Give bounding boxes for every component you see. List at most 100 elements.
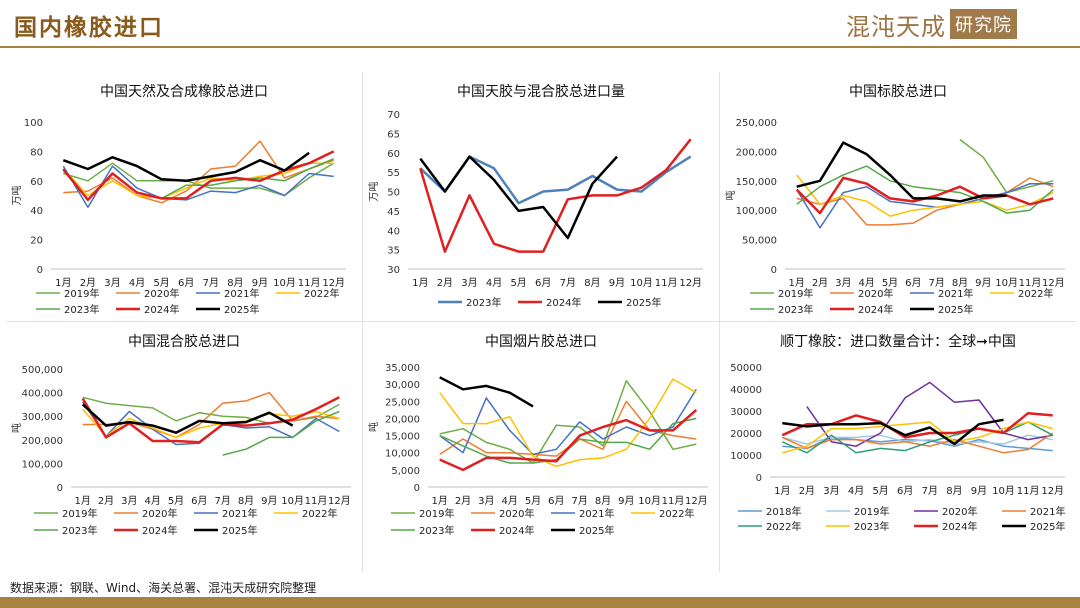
x-tick-label: 6月 [905, 277, 921, 289]
y-tick-label: 50,000 [742, 236, 777, 247]
y-axis-label: 吨 [367, 422, 380, 432]
legend-label: 2025年 [224, 303, 259, 316]
series-line-2020年 [63, 140, 334, 204]
legend-item: 2025年 [196, 303, 259, 316]
chart-panel-tsr: 中国标胶总进口 0 50,000 100,000 150,000 200,000 250,0… [720, 72, 1076, 320]
legend-label: 2024年 [499, 524, 534, 537]
x-tick-label: 1月 [74, 495, 90, 507]
y-tick-label: 400,000 [22, 389, 63, 400]
legend-label: 2021年 [938, 287, 973, 300]
series-line-2025年 [796, 141, 1007, 203]
legend-item: 2021年 [910, 287, 973, 300]
grid-divider [6, 321, 1076, 322]
series-line-2023年 [222, 410, 340, 456]
x-tick-label: 2月 [812, 277, 828, 289]
legend-label: 2020年 [858, 287, 893, 300]
y-tick-label: 45 [387, 207, 400, 218]
x-tick-label: 7月 [560, 277, 576, 289]
legend-item: 2020年 [914, 505, 977, 518]
series-line-2024年 [81, 396, 340, 444]
source-note: 数据来源：钢联、Wind、海关总署、混沌天成研究院整理 [10, 581, 317, 595]
x-tick-label: 3月 [478, 495, 494, 507]
chart-title: 顺丁橡胶：进口数量合计：全球➞中国 [780, 333, 1016, 350]
legend-label: 2020年 [499, 507, 534, 520]
legend-item: 2022年 [631, 507, 694, 520]
chart-panel-rss: 中国烟片胶总进口 0 5,000 10,000 15,000 20,000 25,000 30… [363, 322, 719, 572]
legend-item: 2020年 [830, 287, 893, 300]
x-tick-label: 6月 [178, 277, 194, 289]
x-tick-label: 7月 [928, 277, 944, 289]
y-tick-label: 150,000 [736, 177, 777, 188]
legend-label: 2025年 [1030, 520, 1065, 533]
legend-label: 2024年 [142, 524, 177, 537]
x-tick-label: 3月 [823, 485, 839, 497]
y-tick-label: 250,000 [736, 118, 777, 129]
chart-grid: 中国天然及合成橡胶总进口 0 20 40 60 80 100 万吨 1月 2月 3月 4月 5月 6月 7月… [6, 72, 1076, 572]
x-tick-label: 11月 [655, 277, 678, 289]
legend-label: 2023年 [778, 303, 813, 316]
legend-label: 2023年 [419, 524, 454, 537]
legend-item: 2019年 [36, 287, 99, 300]
legend-label: 2023年 [466, 296, 501, 309]
x-tick-label: 12月 [1042, 277, 1065, 289]
chart-panel-total-rubber: 中国天然及合成橡胶总进口 0 20 40 60 80 100 万吨 1月 2月 3月 4月 5月 6月 7月… [6, 72, 362, 320]
x-tick-label: 9月 [975, 277, 991, 289]
series-line-2023年 [419, 155, 692, 205]
series-line-2020年 [806, 381, 1053, 447]
y-tick-label: 60 [387, 149, 400, 160]
legend-label: 2019年 [62, 507, 97, 520]
legend-label: 2021年 [579, 507, 614, 520]
legend-item: 2021年 [1002, 505, 1065, 518]
series-line-2024年 [62, 150, 335, 202]
x-tick-label: 9月 [609, 277, 625, 289]
logo-text: 混沌天成 [846, 12, 946, 41]
x-tick-label: 4月 [858, 277, 874, 289]
legend-label: 2023年 [62, 524, 97, 537]
chart-svg: 中国天然及合成橡胶总进口 0 20 40 60 80 100 万吨 1月 2月 3月 4月 5月 6月 7月… [10, 83, 346, 316]
legend-label: 2022年 [1018, 287, 1053, 300]
series-line-2021年 [796, 182, 1054, 229]
series-line-2022年 [796, 174, 1054, 217]
series-line-2022年 [439, 378, 697, 468]
y-tick-label: 0 [771, 265, 777, 276]
legend-label: 2020年 [142, 507, 177, 520]
y-tick-label: 35 [387, 246, 400, 257]
y-tick-label: 100,000 [736, 206, 777, 217]
x-tick-label: 3月 [104, 277, 120, 289]
chart-svg: 中国混合胶总进口 0 100,000 200,000 300,000 400,000 500… [10, 333, 351, 537]
legend-item: 2018年 [738, 505, 801, 518]
legend-label: 2019年 [419, 507, 454, 520]
y-tick-label: 30,000 [385, 380, 420, 391]
y-tick-label: 40 [30, 206, 43, 217]
y-tick-label: 35,000 [385, 363, 420, 374]
legend-item: 2025年 [551, 524, 614, 537]
legend-item: 2025年 [598, 296, 661, 309]
x-tick-label: 2月 [437, 277, 453, 289]
x-tick-label: 11月 [1017, 485, 1040, 497]
legend-item: 2024年 [518, 296, 581, 309]
x-tick-label: 7月 [203, 277, 219, 289]
y-axis-label: 吨 [724, 191, 737, 201]
logo-badge: 研究院 [950, 9, 1017, 39]
chart-svg: 中国天胶与混合胶总进口量 30 35 40 45 50 55 60 65 70 万吨 1月 2月 3月 4月… [367, 83, 703, 309]
x-tick-label: 8月 [595, 495, 611, 507]
chart-title: 中国标胶总进口 [849, 83, 947, 100]
legend-label: 2019年 [778, 287, 813, 300]
x-tick-label: 7月 [922, 485, 938, 497]
x-tick-label: 6月 [535, 277, 551, 289]
x-tick-label: 4月 [501, 495, 517, 507]
x-tick-label: 9月 [971, 485, 987, 497]
legend-item: 2023年 [34, 524, 97, 537]
legend-item: 2022年 [738, 520, 801, 533]
legend-item: 2022年 [276, 287, 339, 300]
x-tick-label: 1月 [431, 495, 447, 507]
x-tick-label: 7月 [571, 495, 587, 507]
x-tick-label: 6月 [548, 495, 564, 507]
series-line-2025年 [81, 403, 294, 434]
x-tick-label: 3月 [835, 277, 851, 289]
grid-divider [719, 72, 720, 572]
brand-logo: 混沌天成 研究院 [846, 8, 1017, 41]
legend-item: 2024年 [830, 303, 893, 316]
legend-label: 2024年 [942, 520, 977, 533]
x-tick-label: 2月 [80, 277, 96, 289]
